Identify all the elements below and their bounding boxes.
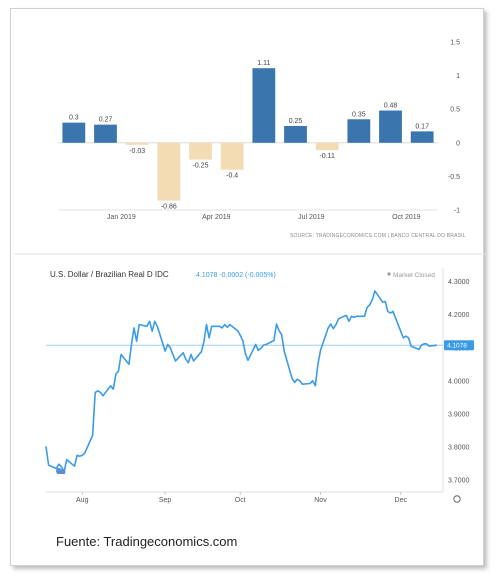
settings-icon[interactable] <box>453 495 461 503</box>
bar <box>315 142 339 151</box>
line-x-tick-label: Oct <box>235 497 246 504</box>
inflation-bar-chart: 0.3 0.27 -0.03 -0.86 -0.25 -0.4 1.11 0.25 -0.11 0… <box>58 40 466 239</box>
bar-y-tick-label: -1 <box>454 208 460 215</box>
line-y-tick-label: 3.7000 <box>448 478 470 485</box>
usdbrl-line-chart: 4.30004.20004.10004.00003.90003.80003.70… <box>14 253 486 504</box>
bar <box>157 142 181 201</box>
chart-quote: 4.1078 -0.0002 (-0.005%) <box>196 272 276 279</box>
bar-value-label: -0.25 <box>193 163 209 170</box>
bar-value-label: -0.11 <box>319 153 335 160</box>
chart-frame <box>10 8 484 566</box>
bar <box>125 142 149 145</box>
line-x-tick-label: Dec <box>395 497 408 504</box>
bar-y-tick-label: 0 <box>456 140 460 147</box>
bar <box>189 142 212 160</box>
chart-title: U.S. Dollar / Brazilian Real D IDC <box>50 270 169 279</box>
bar-y-tick-label: 1.5 <box>450 40 460 47</box>
line-y-tick-label: 4.2000 <box>448 312 470 319</box>
bar-x-tick-label: Apr 2019 <box>202 214 231 221</box>
line-y-tick-label: 3.8000 <box>448 445 470 452</box>
figure-caption: Fuente: Tradingeconomics.com <box>56 534 238 549</box>
bar-value-label: 0.3 <box>69 115 79 122</box>
line-y-tick-label: 3.9000 <box>448 411 470 418</box>
bar <box>252 68 276 143</box>
bar <box>62 122 86 143</box>
cloud-icon <box>56 468 66 474</box>
bar-value-label: 0.27 <box>99 117 113 124</box>
bar <box>284 126 307 143</box>
bar-y-tick-label: 0.5 <box>450 107 460 114</box>
line-y-tick-label: 4.0000 <box>448 378 470 385</box>
bar-value-label: 0.17 <box>415 123 429 130</box>
line-y-tick-label: 4.3000 <box>448 279 470 286</box>
bar <box>94 124 117 143</box>
price-series-line <box>45 290 438 473</box>
bar-value-label: 0.48 <box>384 103 398 110</box>
bar <box>347 119 371 143</box>
bar-chart-source: SOURCE: TRADINGECONOMICS.COM | BANCO CEN… <box>290 233 466 239</box>
bar-value-label: 0.35 <box>352 111 366 118</box>
bar-x-tick-label: Jul 2019 <box>298 214 325 221</box>
bar-y-tick-label: -0.5 <box>448 174 460 181</box>
bar <box>220 142 244 170</box>
line-x-tick-label: Sep <box>159 497 172 504</box>
bar-value-label: 0.25 <box>289 118 303 125</box>
bar-value-label: 1.11 <box>257 60 270 67</box>
bar-value-label: -0.03 <box>129 148 145 155</box>
bar-x-tick-label: Oct 2019 <box>392 214 421 221</box>
bar-x-tick-label: Jan 2019 <box>107 214 136 221</box>
market-status: Market Closed <box>393 272 435 279</box>
last-price-value: 4.1078 <box>447 342 467 349</box>
bar <box>410 131 434 143</box>
line-x-tick-label: Aug <box>76 497 89 504</box>
bar <box>379 110 402 143</box>
bar-value-label: -0.86 <box>161 204 177 211</box>
bar-value-label: -0.4 <box>226 173 238 180</box>
market-status-dot <box>387 272 391 276</box>
line-x-tick-label: Nov <box>314 497 327 504</box>
bar-y-tick-label: 1 <box>456 73 460 80</box>
last-price-tag: 4.1078 <box>444 340 474 351</box>
